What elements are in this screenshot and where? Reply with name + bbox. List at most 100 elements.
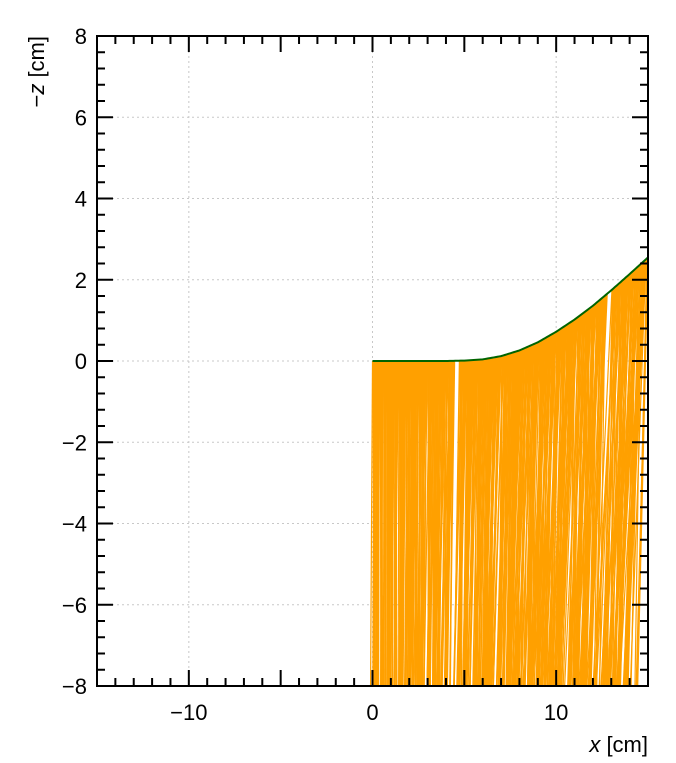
ray [606, 275, 629, 686]
x-axis-label: x [cm] [588, 732, 648, 757]
ray [397, 360, 400, 686]
ray [629, 259, 647, 686]
x-tick-label: −10 [170, 700, 207, 725]
ray [533, 334, 552, 686]
ray [472, 359, 480, 686]
ray [586, 294, 607, 686]
ray [388, 360, 392, 686]
ray [522, 341, 539, 686]
ray [403, 360, 409, 686]
ray [544, 328, 562, 686]
ray [437, 360, 447, 686]
ray [528, 338, 546, 686]
ray [472, 359, 485, 686]
ray [372, 360, 375, 686]
ray [456, 360, 465, 686]
ray [387, 360, 391, 686]
ray [482, 357, 493, 686]
ray [511, 348, 526, 686]
y-tick-label: −8 [62, 674, 87, 699]
ray [479, 358, 488, 686]
ray [426, 360, 435, 686]
refracted-rays [369, 257, 648, 686]
ray [538, 334, 553, 686]
ray [608, 273, 632, 686]
ray [507, 350, 521, 686]
ray [513, 347, 526, 686]
ray [462, 360, 471, 686]
ray [453, 360, 463, 686]
ray [409, 360, 418, 686]
ray [418, 360, 423, 686]
y-tick-labels: −8 −6 −4 −2 0 2 4 6 8 [62, 24, 87, 699]
ray [618, 261, 644, 686]
ray [373, 360, 376, 686]
ray [458, 360, 468, 686]
ray [411, 360, 418, 686]
ray [523, 341, 540, 686]
ray [558, 317, 579, 686]
ray [399, 360, 405, 686]
ray [576, 303, 597, 686]
ray [475, 359, 485, 686]
ray [551, 324, 568, 686]
ray [405, 360, 412, 686]
x-tick-labels: −10 0 10 [170, 700, 568, 725]
ray [380, 360, 384, 686]
ray [530, 337, 547, 686]
ray [478, 358, 487, 686]
ray [491, 355, 505, 686]
y-tick-label: 6 [75, 105, 87, 130]
ray [391, 360, 395, 686]
ray [376, 360, 381, 686]
ray [389, 360, 395, 686]
ray [517, 345, 533, 686]
ray [612, 272, 632, 686]
y-tick-label: 0 [75, 349, 87, 374]
ray [502, 353, 511, 686]
ray [616, 268, 637, 686]
ray [508, 349, 524, 686]
ray [423, 360, 431, 686]
ray [421, 360, 429, 686]
ray [496, 353, 510, 686]
ray [444, 360, 453, 686]
ray [592, 289, 613, 686]
ray [532, 336, 548, 686]
axis-ticks [96, 35, 649, 687]
ray [589, 293, 608, 686]
ray [393, 360, 400, 686]
ray [603, 278, 625, 686]
ray [386, 360, 389, 686]
ray [445, 360, 455, 686]
surface-curve [372, 256, 648, 362]
ray [579, 299, 601, 686]
ray [514, 346, 529, 686]
ray [441, 360, 451, 686]
x-tick-label: 0 [366, 700, 378, 725]
ray [573, 307, 591, 686]
ray [612, 268, 636, 686]
ray [439, 360, 449, 686]
ray [489, 356, 502, 686]
y-axis-label: −z [cm] [24, 36, 49, 108]
ray [429, 360, 436, 686]
ray [402, 360, 407, 686]
ray [505, 352, 513, 686]
ray [453, 360, 464, 686]
y-tick-label: −4 [62, 512, 87, 537]
ray [495, 354, 508, 686]
ray [436, 360, 446, 686]
ray [431, 360, 437, 686]
x-tick-label: 10 [544, 700, 568, 725]
ray [617, 265, 641, 686]
ray [457, 360, 467, 686]
ray [520, 343, 535, 686]
ray [505, 350, 519, 686]
ray [539, 331, 557, 686]
y-tick-label: −2 [62, 430, 87, 455]
ray [485, 356, 498, 686]
y-tick-label: −6 [62, 593, 87, 618]
ray [369, 360, 374, 686]
ray [540, 333, 555, 686]
